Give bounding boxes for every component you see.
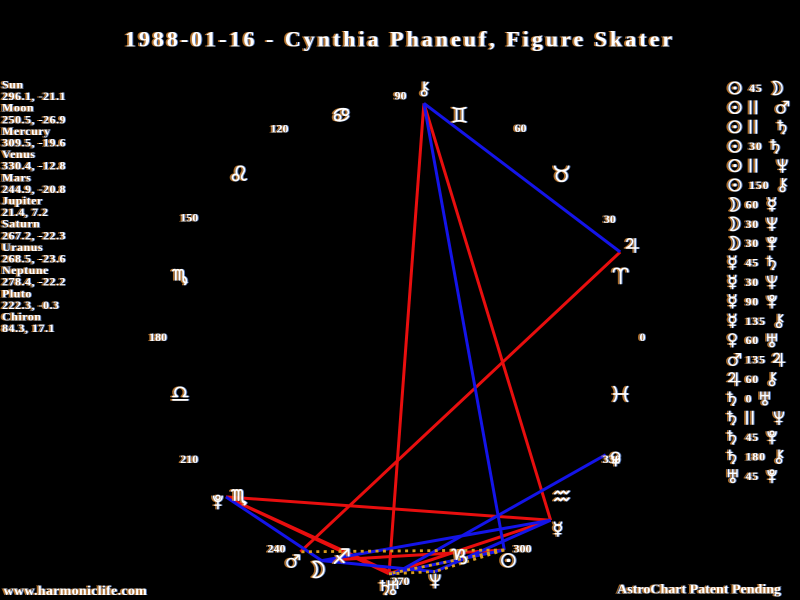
svg-text:120: 120 <box>271 121 289 135</box>
svg-text:90: 90 <box>395 89 407 103</box>
svg-text:222.3, -0.3: 222.3, -0.3 <box>2 298 60 312</box>
svg-text:60: 60 <box>746 333 760 347</box>
svg-text:www.harmoniclife.com: www.harmoniclife.com <box>4 584 148 599</box>
svg-text:300: 300 <box>514 541 532 555</box>
svg-text:Moon: Moon <box>2 101 34 115</box>
svg-text:150: 150 <box>180 211 198 225</box>
svg-text:296.1, -21.1: 296.1, -21.1 <box>2 89 66 103</box>
svg-text:60: 60 <box>746 372 760 386</box>
svg-text:268.5, -23.6: 268.5, -23.6 <box>2 252 66 266</box>
svg-text:Mercury: Mercury <box>2 124 51 138</box>
svg-text:135: 135 <box>746 314 766 328</box>
svg-text:330.4, -12.8: 330.4, -12.8 <box>2 159 66 173</box>
svg-text:Uranus: Uranus <box>2 240 43 254</box>
svg-text:45: 45 <box>749 81 763 95</box>
svg-text:60: 60 <box>746 197 760 211</box>
svg-text:210: 210 <box>180 452 198 466</box>
svg-text:0: 0 <box>640 330 646 344</box>
svg-text:Sun: Sun <box>2 78 24 92</box>
svg-text:135: 135 <box>746 353 766 367</box>
svg-text:240: 240 <box>268 541 286 555</box>
svg-text:30: 30 <box>746 236 760 250</box>
svg-text:90: 90 <box>746 294 760 308</box>
svg-text:21.4, 7.2: 21.4, 7.2 <box>2 205 49 219</box>
svg-text:250.5, -26.9: 250.5, -26.9 <box>2 112 66 126</box>
svg-text:Saturn: Saturn <box>2 217 40 231</box>
svg-text:30: 30 <box>746 217 760 231</box>
svg-text:Jupiter: Jupiter <box>2 194 43 208</box>
svg-text:45: 45 <box>746 430 760 444</box>
svg-text:Mars: Mars <box>2 170 31 184</box>
svg-text:84.3, 17.1: 84.3, 17.1 <box>2 321 55 335</box>
svg-text:Chiron: Chiron <box>2 310 41 324</box>
svg-text:270: 270 <box>392 574 410 588</box>
svg-text:150: 150 <box>749 178 769 192</box>
svg-text:244.9, -20.8: 244.9, -20.8 <box>2 182 66 196</box>
svg-text:180: 180 <box>149 330 167 344</box>
svg-text:309.5, -19.6: 309.5, -19.6 <box>2 136 66 150</box>
svg-text:30: 30 <box>746 275 760 289</box>
svg-text:30: 30 <box>604 212 616 226</box>
svg-text:1988-01-16 - Cynthia Phaneuf,: 1988-01-16 - Cynthia Phaneuf, Figure Ska… <box>125 27 675 52</box>
svg-text:Pluto: Pluto <box>2 286 32 300</box>
svg-text:267.2, -22.3: 267.2, -22.3 <box>2 228 66 242</box>
svg-text:0: 0 <box>746 391 753 405</box>
svg-text:60: 60 <box>515 121 527 135</box>
svg-text:Venus: Venus <box>2 147 35 161</box>
svg-text:180: 180 <box>746 450 766 464</box>
svg-text:Neptune: Neptune <box>2 263 49 277</box>
svg-text:AstroChart Patent Pending: AstroChart Patent Pending <box>617 583 781 598</box>
svg-text:45: 45 <box>746 256 760 270</box>
svg-text:30: 30 <box>749 139 763 153</box>
svg-text:45: 45 <box>746 469 760 483</box>
svg-text:278.4, -22.2: 278.4, -22.2 <box>2 275 66 289</box>
